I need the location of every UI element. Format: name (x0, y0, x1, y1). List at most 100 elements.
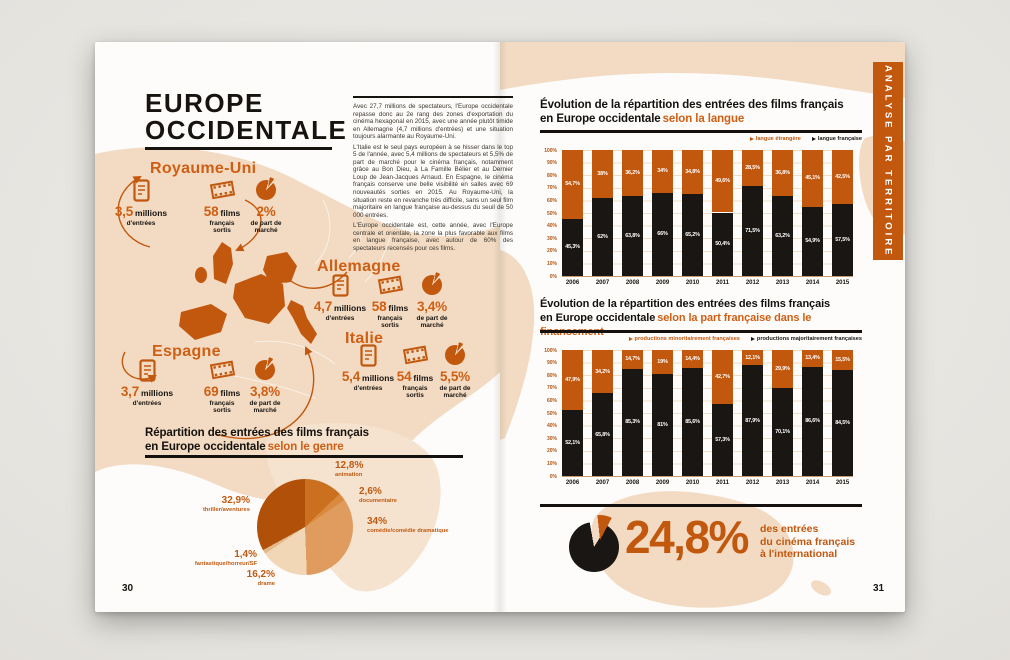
map-new-zealand (811, 580, 831, 596)
bar-value-label: 36,2% (625, 169, 640, 176)
stat-sublabel: de part de marché (249, 400, 281, 415)
genre-title-line2: en Europe occidentale selon le genre (145, 440, 369, 454)
bar-value-label: 14,4% (685, 356, 700, 363)
country-stat-espagne: 3,8% de part de marché (225, 357, 305, 415)
chart2-title-black: en Europe occidentale (540, 311, 656, 324)
year-label: 2011 (715, 480, 730, 486)
stat-sublabel: de part de marché (250, 220, 282, 235)
y-axis-tick: 100% (544, 147, 557, 154)
bar-value-label: 42,7% (715, 373, 730, 380)
segment-top: 36,2% (622, 150, 643, 196)
year-label: 2011 (715, 280, 730, 286)
chart1-title-rule (540, 130, 862, 133)
bar-2006: 54,7% 45,3% (562, 150, 583, 276)
stat-value: 3,8% (250, 384, 280, 399)
bar-value-label: 34% (657, 168, 668, 175)
segment-bottom: 70,1% (772, 387, 793, 476)
y-axis-tick: 90% (546, 360, 557, 367)
bar-2007: 34,2% 65,8% (592, 350, 613, 476)
legend-item: langue française (811, 136, 862, 142)
segment-top: 42,5% (832, 150, 853, 204)
stat-value-line: 3,7 millions (107, 384, 187, 399)
legend-label: langue étrangère (755, 136, 801, 142)
stat-sublabel: de part de marché (439, 385, 471, 400)
center-fold (493, 42, 507, 612)
stat-unit: films (220, 208, 241, 218)
pie-chart-icon (256, 177, 278, 200)
stat-unit: millions (362, 373, 395, 383)
intro-text: Avec 27,7 millions de spectateurs, l'Eur… (353, 96, 513, 255)
highlight-value: 24,8% (625, 511, 749, 563)
bar-2009: 34% 66% (652, 150, 673, 276)
stat-icon (300, 273, 380, 297)
year-label: 2008 (625, 480, 640, 486)
stat-value-line: 3,4% (392, 299, 472, 314)
bar-2014: 45,1% 54,9% (802, 150, 823, 276)
filmstrip-icon (402, 345, 428, 364)
arrow-decorations (117, 175, 348, 440)
genre-pct: 1,4% (234, 549, 257, 560)
genre-label-drame: 16,2% drame (195, 569, 275, 587)
bar-2009: 19% 81% (652, 350, 673, 476)
chart2-legend: productions minoritairement françaises pr… (540, 336, 862, 342)
segment-top: 34,8% (682, 150, 703, 194)
stat-sublabel: d'entrées (126, 220, 156, 227)
map-australia (591, 491, 794, 608)
genre-name: comédie/comédie dramatique (367, 527, 449, 534)
segment-bottom: 65,2% (682, 193, 703, 276)
year-label: 2007 (595, 280, 610, 286)
bar-value-label: 13,4% (805, 355, 820, 362)
page-title: EUROPE OCCIDENTALE (145, 90, 347, 144)
bar-value-label: 54,9% (805, 238, 820, 245)
bar-2015: 42,5% 57,5% (832, 150, 853, 276)
bar-value-label: 54,7% (565, 181, 580, 188)
bar-2010: 34,8% 65,2% (682, 150, 703, 276)
bar-value-label: 66% (657, 231, 668, 238)
y-axis-tick: 80% (546, 372, 557, 379)
stat-unit: millions (135, 208, 168, 218)
country-name-allemagne: Allemagne (317, 258, 401, 275)
stat-value: 3,7 (120, 384, 140, 399)
bar-value-label: 29,9% (775, 365, 790, 372)
bar-value-label: 65,2% (685, 231, 700, 238)
genre-label-fantastique: 1,4% fantastique/horreur/SF (155, 549, 257, 567)
legend-item: productions majoritairement françaises (750, 336, 862, 342)
stat-sublabel: français sortis (377, 315, 403, 330)
bar-2011: 49,6% 50,4% (712, 150, 733, 276)
map-royaume-uni (213, 242, 233, 284)
highlight-description: des entrées du cinéma français à l'interna… (760, 523, 855, 561)
country-stat-royaume_uni: 58 films français sortis (182, 178, 262, 235)
stat-unit: millions (141, 388, 174, 398)
country-stat-royaume_uni: 3,5 millions d'entrées (101, 178, 181, 227)
bar-2013: 36,8% 63,2% (772, 150, 793, 276)
country-stat-espagne: 69 films français sortis (182, 358, 262, 415)
stat-value-line: 5,5% (415, 369, 495, 384)
country-name-italie: Italie (345, 330, 384, 347)
segment-bottom: 71,5% (742, 185, 763, 276)
year-label: 2010 (685, 280, 700, 286)
highlight-rule (540, 504, 862, 507)
chart2-title-accent: selon la part française dans le financem… (540, 311, 812, 338)
bar-value-label: 49,6% (715, 178, 730, 185)
genre-pct: 34% (367, 516, 388, 527)
map-country-borders (214, 191, 396, 399)
segment-top: 45,1% (802, 150, 823, 207)
bar-value-label: 63,2% (775, 233, 790, 240)
map-africa-east (500, 250, 535, 440)
segment-bottom: 63,2% (772, 196, 793, 276)
stat-value-line: 54 films (375, 369, 455, 384)
map-italie (287, 300, 317, 344)
segment-bottom: 66% (652, 192, 673, 276)
segment-bottom: 57,5% (832, 203, 853, 276)
filmstrip-icon (209, 360, 235, 379)
highlight-desc-line: à l'international (760, 548, 838, 561)
plot-area: 54,7% 45,3% 38% 62% 36,2% 63,8% 34% 66% 34,8% 65,… (562, 150, 853, 277)
stat-value-line: 69 films (182, 384, 262, 399)
genre-name: fantastique/horreur/SF (194, 560, 257, 567)
stat-value-line: 3,5 millions (101, 204, 181, 219)
y-axis: 100% 90% 80% 70% 60% 50% 40% 30% 20% 10% 0% (542, 147, 559, 282)
bar-value-label: 14,7% (625, 356, 640, 363)
segment-bottom: 52,1% (562, 410, 583, 476)
country-stat-allemagne: 58 films français sortis (350, 273, 430, 330)
year-label: 2009 (655, 280, 670, 286)
